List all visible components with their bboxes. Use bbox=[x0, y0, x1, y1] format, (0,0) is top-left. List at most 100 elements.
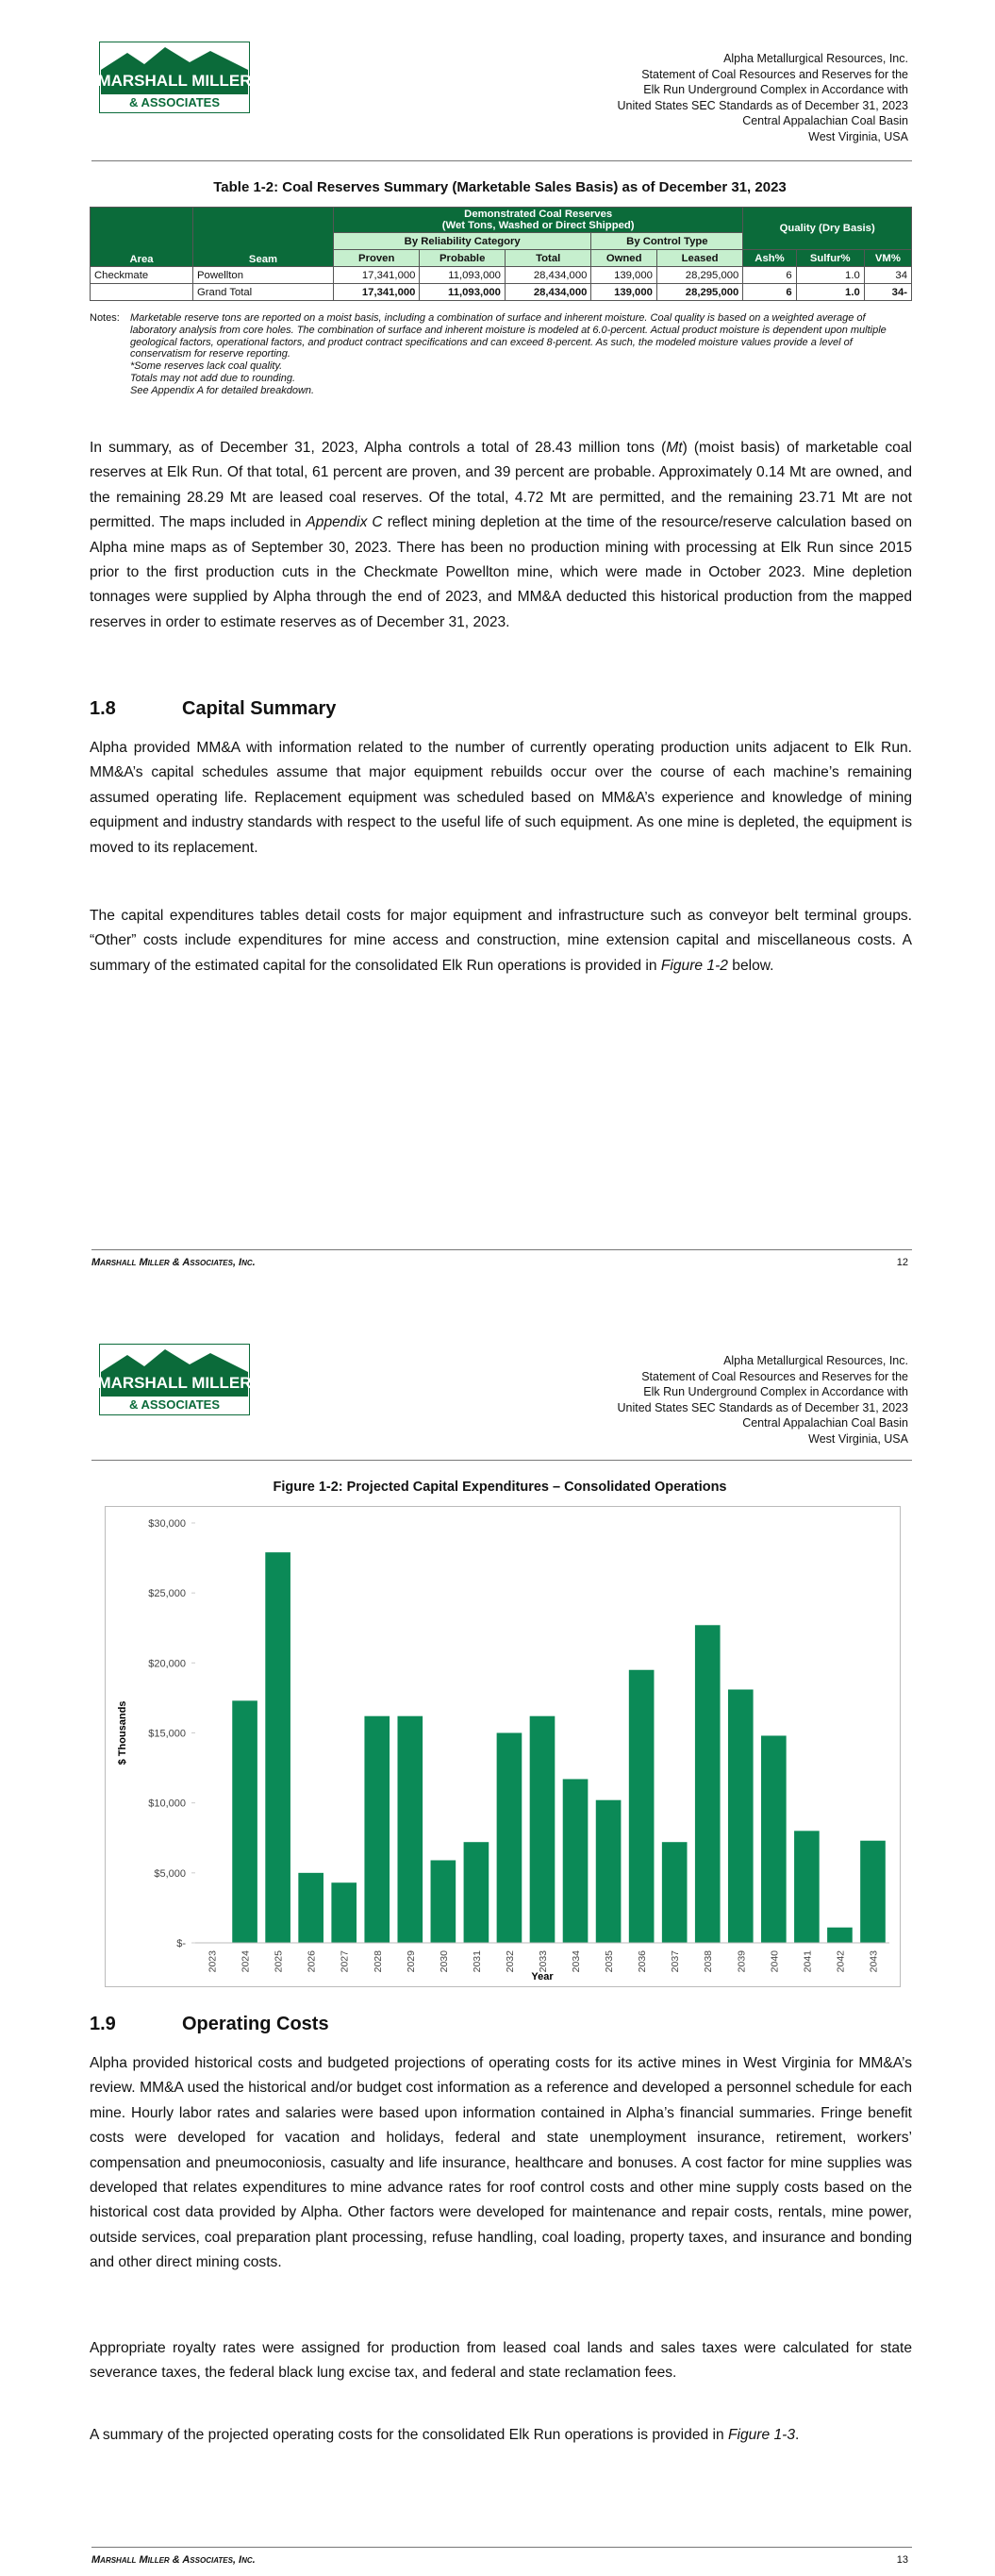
bar bbox=[331, 1882, 357, 1943]
value-cell: 6 bbox=[742, 283, 797, 301]
y-tick-label: $15,000 bbox=[148, 1729, 186, 1740]
bar bbox=[232, 1700, 257, 1943]
value-cell: 6 bbox=[742, 266, 797, 284]
x-tick-label: 2036 bbox=[637, 1950, 648, 1973]
y-tick-label: $25,000 bbox=[148, 1588, 186, 1599]
figure-caption: Figure 1-2: Projected Capital Expenditur… bbox=[273, 1480, 727, 1495]
section-heading: 1.8 Capital Summary bbox=[90, 698, 336, 720]
note: *Some reserves lack coal quality. bbox=[130, 360, 283, 373]
header-line: Alpha Metallurgical Resources, Inc. bbox=[723, 52, 908, 65]
bar bbox=[661, 1842, 688, 1943]
section-title: Capital Summary bbox=[182, 698, 337, 719]
notes-label: Notes: bbox=[90, 312, 120, 324]
text: Alpha provided historical costs and budg… bbox=[90, 2055, 912, 2271]
col-header: Sulfur% bbox=[795, 249, 865, 267]
header-line: United States SEC Standards as of Decemb… bbox=[617, 98, 908, 112]
reserves-table: Area Seam Demonstrated Coal Reserves (We… bbox=[90, 207, 913, 301]
header-line: Statement of Coal Resources and Reserves… bbox=[641, 1369, 908, 1383]
area-cell: Checkmate bbox=[90, 266, 193, 284]
value-cell: 28,295,000 bbox=[655, 266, 744, 284]
logo: MARSHALL MILLER & ASSOCIATES bbox=[99, 42, 250, 113]
bar bbox=[628, 1669, 655, 1943]
chart: $- $5,000 $10,000 $15,000 $20,000 $25,000 $30,… bbox=[105, 1506, 901, 1987]
value-cell: 139,000 bbox=[590, 266, 657, 284]
value-cell: 17,341,000 bbox=[332, 266, 421, 284]
text: The capital expenditures tables detail c… bbox=[90, 908, 912, 974]
value-cell: 28,434,000 bbox=[504, 283, 592, 301]
text: Alpha provided MM&A with information rel… bbox=[90, 740, 912, 856]
header-line: Central Appalachian Coal Basin bbox=[742, 1416, 908, 1430]
y-tick-label: $30,000 bbox=[148, 1518, 186, 1530]
seam-cell: Grand Total bbox=[192, 283, 334, 301]
y-tick-label: $5,000 bbox=[154, 1868, 186, 1880]
section-title: Operating Costs bbox=[182, 2014, 329, 2034]
footer-company: Marshall Miller & Associates, Inc. bbox=[91, 1257, 256, 1268]
quality-header: Quality (Dry Basis) bbox=[742, 207, 912, 250]
header-line: West Virginia, USA bbox=[808, 129, 908, 143]
x-tick-label: 2038 bbox=[703, 1950, 714, 1973]
header-line: Statement of Coal Resources and Reserves… bbox=[641, 67, 908, 81]
x-tick-label: 2037 bbox=[670, 1950, 681, 1973]
table-notes: Notes: Marketable reserve tons are repor… bbox=[90, 312, 910, 397]
x-axis-title: Year bbox=[531, 1971, 554, 1982]
header-line: United States SEC Standards as of Decemb… bbox=[617, 1400, 908, 1414]
header-line: West Virginia, USA bbox=[808, 1431, 908, 1446]
x-tick-label: 2023 bbox=[207, 1950, 219, 1973]
value-cell: 34 bbox=[863, 266, 913, 284]
bar bbox=[761, 1735, 787, 1943]
x-tick-label: 2029 bbox=[406, 1950, 417, 1973]
seam-cell: Powellton bbox=[192, 266, 334, 284]
italic-text: Mt bbox=[666, 440, 683, 456]
bar bbox=[529, 1715, 556, 1943]
logo-line1: MARSHALL MILLER bbox=[99, 72, 250, 90]
x-tick-label: 2025 bbox=[274, 1950, 285, 1973]
text: ) (moist basis) of marketable coal reser… bbox=[90, 440, 912, 531]
page-header: Alpha Metallurgical Resources, Inc. State… bbox=[418, 1353, 908, 1447]
bar bbox=[397, 1715, 423, 1943]
value-cell: 11,093,000 bbox=[419, 266, 506, 284]
page-number: 13 bbox=[896, 2554, 908, 2566]
bar bbox=[265, 1552, 290, 1943]
x-tick-label: 2033 bbox=[538, 1950, 549, 1973]
paragraph: In summary, as of December 31, 2023, Alp… bbox=[90, 436, 912, 635]
x-tick-label: 2024 bbox=[240, 1950, 252, 1973]
x-tick-label: 2042 bbox=[835, 1950, 846, 1973]
bar bbox=[860, 1840, 886, 1943]
bar bbox=[727, 1689, 754, 1943]
col-header: Total bbox=[504, 249, 592, 267]
control-header: By Control Type bbox=[590, 232, 744, 250]
x-tick-label: 2040 bbox=[769, 1950, 780, 1973]
x-tick-label: 2028 bbox=[373, 1950, 384, 1973]
value-cell: 17,341,000 bbox=[332, 283, 421, 301]
x-tick-label: 2027 bbox=[340, 1950, 351, 1973]
col-header: VM% bbox=[863, 249, 913, 267]
header-line: Elk Run Underground Complex in Accordanc… bbox=[643, 1385, 908, 1399]
value-cell: 11,093,000 bbox=[419, 283, 506, 301]
bar bbox=[364, 1715, 390, 1943]
page-header: Alpha Metallurgical Resources, Inc. State… bbox=[418, 51, 908, 145]
x-tick-label: 2026 bbox=[307, 1950, 318, 1973]
header-rule bbox=[91, 1460, 912, 1461]
x-tick-label: 2043 bbox=[868, 1950, 879, 1973]
value-cell: 1.0 bbox=[795, 266, 865, 284]
text: A summary of the projected operating cos… bbox=[90, 2427, 728, 2443]
header-rule bbox=[91, 160, 912, 161]
x-tick-label: 2039 bbox=[736, 1950, 747, 1973]
bar bbox=[794, 1831, 820, 1943]
header-line: Alpha Metallurgical Resources, Inc. bbox=[723, 1354, 908, 1367]
table-body: Checkmate Powellton 17,341,000 11,093,000 28… bbox=[90, 266, 913, 301]
x-tick-label: 2032 bbox=[505, 1950, 516, 1973]
x-tick-label: 2034 bbox=[571, 1950, 582, 1973]
footer-rule bbox=[91, 2547, 912, 2548]
bar bbox=[595, 1799, 622, 1943]
note: See Appendix A for detailed breakdown. bbox=[130, 384, 315, 396]
section-number: 1.9 bbox=[90, 2014, 116, 2034]
paragraph: Alpha provided historical costs and budg… bbox=[90, 2051, 912, 2276]
bar bbox=[562, 1779, 589, 1943]
paragraph: Alpha provided MM&A with information rel… bbox=[90, 736, 912, 861]
bar bbox=[496, 1732, 522, 1943]
italic-text: Figure 1-2 bbox=[660, 957, 728, 974]
text: In summary, as of December 31, 2023, Alp… bbox=[90, 440, 667, 456]
value-cell: 139,000 bbox=[590, 283, 657, 301]
